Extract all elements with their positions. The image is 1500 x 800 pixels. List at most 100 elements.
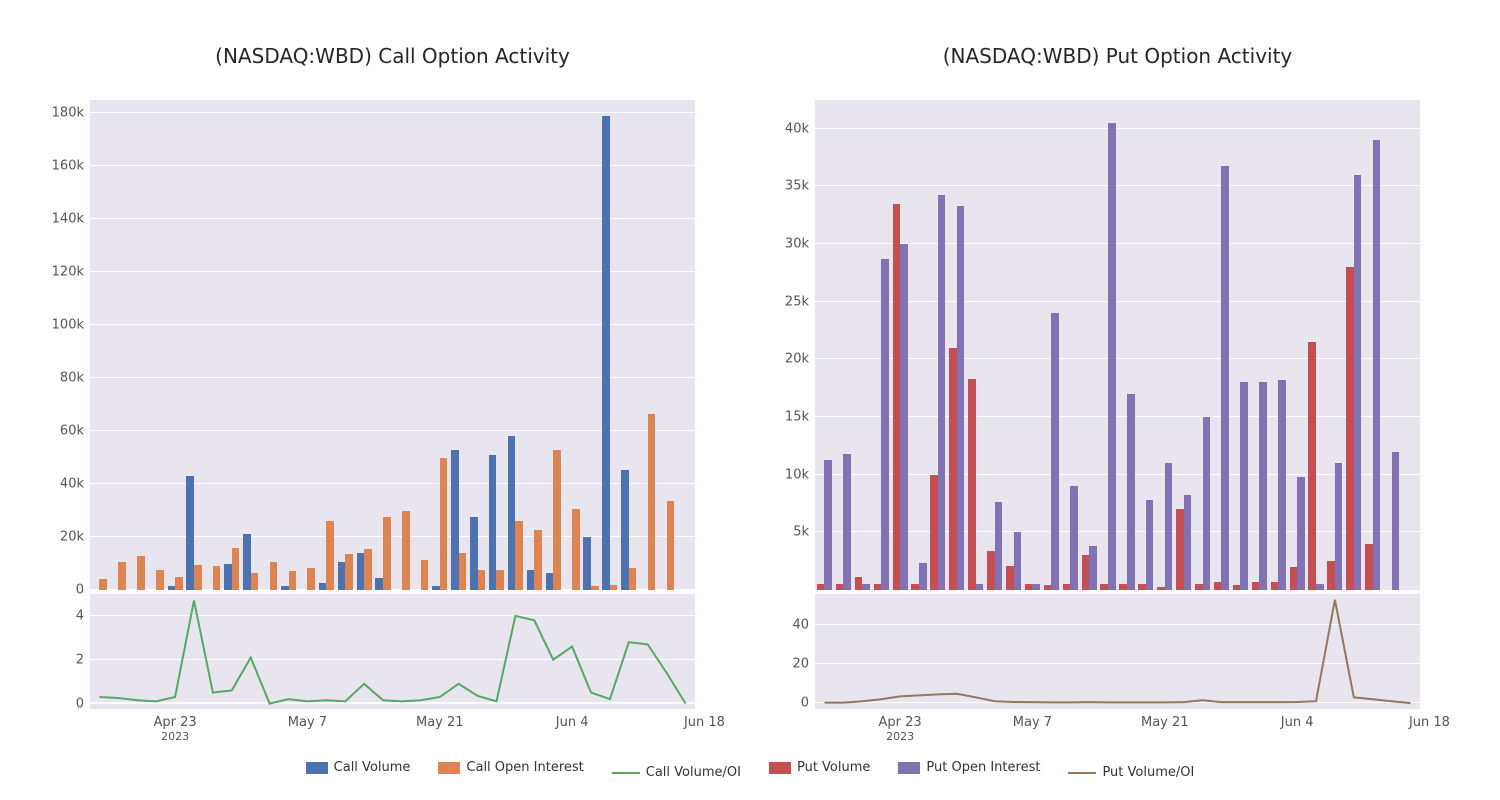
put-open-interest-bar: [1014, 532, 1022, 590]
put-bar-plot: 5k10k15k20k25k30k35k40k: [815, 100, 1420, 590]
put-volume-bar: [1082, 555, 1090, 590]
legend-swatch-icon: [438, 762, 460, 774]
call-open-interest-bar: [175, 577, 183, 590]
put-volume-bar: [1233, 585, 1241, 590]
call-volume-bar: [168, 586, 176, 590]
call-volume-bar: [470, 517, 478, 590]
call-open-interest-bar: [307, 568, 315, 591]
x-tick-label: May 7: [288, 715, 327, 730]
put-volume-bar: [949, 348, 957, 590]
put-open-interest-bar: [1203, 417, 1211, 590]
y-tick-label: 40k: [60, 477, 84, 492]
call-open-interest-bar: [629, 568, 637, 591]
y-tick-label: 100k: [52, 318, 84, 333]
call-volume-bar: [281, 586, 289, 590]
call-open-interest-bar: [572, 509, 580, 590]
put-open-interest-bar: [1221, 166, 1229, 590]
put-volume-bar: [1119, 584, 1127, 590]
put-volume-bar: [1100, 584, 1108, 590]
y-tick-label: 80k: [60, 371, 84, 386]
call-open-interest-bar: [553, 450, 561, 590]
call-open-interest-bar: [478, 570, 486, 590]
call-volume-bar: [527, 570, 535, 590]
put-open-interest-bar: [976, 584, 984, 590]
call-volume-bar: [508, 436, 516, 590]
y-tick-label: 4: [76, 608, 84, 623]
call-volume-bar: [224, 564, 232, 590]
y-tick-label: 0: [76, 696, 84, 711]
call-open-interest-bar: [534, 530, 542, 590]
call-open-interest-bar: [459, 553, 467, 590]
x-tick-label: May 21: [1141, 715, 1189, 730]
y-tick-label: 40k: [785, 121, 809, 136]
call-volume-bar: [621, 470, 629, 591]
put-open-interest-bar: [900, 244, 908, 590]
call-open-interest-bar: [648, 414, 656, 590]
legend-item: Call Volume: [306, 760, 411, 775]
y-tick-label: 5k: [793, 525, 809, 540]
call-volume-bar: [338, 562, 346, 590]
call-open-interest-bar: [270, 562, 278, 590]
legend-swatch-icon: [769, 762, 791, 774]
options-activity-figure: (NASDAQ:WBD) Call Option Activity 020k40…: [0, 0, 1500, 800]
call-volume-bar: [375, 578, 383, 590]
legend-label: Call Volume/OI: [646, 765, 741, 780]
call-open-interest-bar: [99, 579, 107, 590]
put-volume-bar: [968, 379, 976, 590]
y-tick-label: 15k: [785, 410, 809, 425]
legend-item: Call Volume/OI: [612, 765, 741, 780]
x-tick-label: May 21: [416, 715, 464, 730]
call-open-interest-bar: [421, 560, 429, 590]
legend-label: Put Volume: [797, 760, 870, 775]
put-open-interest-bar: [938, 195, 946, 590]
call-open-interest-bar: [232, 548, 240, 590]
y-tick-label: 0: [801, 696, 809, 711]
put-volume-bar: [1365, 544, 1373, 590]
put-open-interest-bar: [1184, 495, 1192, 590]
put-volume-bar: [1252, 582, 1260, 590]
legend-line-icon: [612, 772, 640, 774]
call-open-interest-bar: [667, 501, 675, 590]
put-volume-bar: [855, 577, 863, 590]
call-volume-bar: [243, 534, 251, 590]
put-volume-bar: [1327, 561, 1335, 590]
put-open-interest-bar: [1089, 546, 1097, 590]
legend-line-icon: [1068, 772, 1096, 774]
legend-item: Call Open Interest: [438, 760, 583, 775]
put-open-interest-bar: [1146, 500, 1154, 590]
put-open-interest-bar: [1335, 463, 1343, 590]
call-ratio-plot: 024Apr 232023May 7May 21Jun 4Jun 18: [90, 594, 695, 709]
call-open-interest-bar: [194, 565, 202, 590]
y-tick-label: 25k: [785, 294, 809, 309]
legend-swatch-icon: [898, 762, 920, 774]
call-open-interest-bar: [364, 549, 372, 590]
call-volume-bar: [602, 116, 610, 590]
put-volume-bar: [911, 584, 919, 590]
call-volume-bar: [546, 573, 554, 590]
call-open-interest-bar: [118, 562, 126, 590]
x-tick-label: Jun 4: [556, 715, 589, 730]
y-tick-label: 40: [792, 618, 809, 633]
y-tick-label: 140k: [52, 212, 84, 227]
put-open-interest-bar: [1240, 382, 1248, 590]
call-open-interest-bar: [610, 585, 618, 590]
put-open-interest-bar: [957, 206, 965, 590]
put-volume-bar: [874, 584, 882, 590]
call-open-interest-bar: [289, 571, 297, 590]
put-volume-bar: [1176, 509, 1184, 590]
x-tick-label: Jun 18: [684, 715, 725, 730]
y-tick-label: 2: [76, 652, 84, 667]
y-tick-label: 180k: [52, 106, 84, 121]
put-open-interest-bar: [843, 454, 851, 590]
figure-legend: Call Volume Call Open Interest Call Volume…: [0, 760, 1500, 780]
put-volume-bar: [1157, 587, 1165, 590]
call-open-interest-bar: [440, 458, 448, 590]
call-chart-title: (NASDAQ:WBD) Call Option Activity: [90, 44, 695, 68]
put-open-interest-bar: [995, 502, 1003, 590]
call-open-interest-bar: [213, 566, 221, 590]
put-volume-bar: [1025, 584, 1033, 590]
x-tick-label: May 7: [1013, 715, 1052, 730]
put-open-interest-bar: [824, 460, 832, 590]
call-volume-bar: [583, 537, 591, 590]
put-open-interest-bar: [919, 563, 927, 590]
